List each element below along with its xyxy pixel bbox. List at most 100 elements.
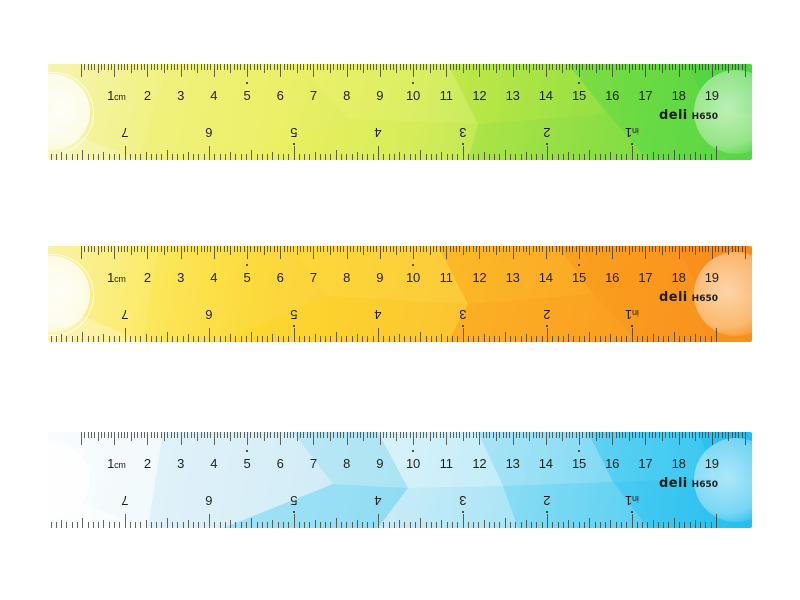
- inch-tick: [657, 154, 659, 160]
- cm-tick: [738, 64, 740, 70]
- cm-tick: [300, 246, 302, 252]
- cm-tick: [579, 432, 580, 445]
- inch-tick: [541, 154, 543, 160]
- inch-tick: [177, 522, 179, 528]
- inch-tick: [314, 520, 316, 528]
- cm-tick: [280, 246, 282, 259]
- cm-tick: [456, 432, 458, 438]
- cm-tick: [608, 432, 610, 438]
- inch-tick: [430, 522, 432, 528]
- cm-tick: [509, 246, 511, 252]
- cm-tick: [346, 246, 348, 259]
- ruler-yellow-green[interactable]: 1cm 2 3 4 5 6 7 8 9 10 11 12 13 14 15 16 17 18 19 7 6 5 4 3 2 in…: [48, 64, 752, 160]
- inch-tick: [589, 332, 591, 342]
- cm-tick: [293, 246, 295, 252]
- cm-tick: [237, 246, 239, 252]
- inch-tick: [87, 154, 89, 160]
- cm-tick: [273, 246, 275, 252]
- cm-tick: [316, 64, 318, 70]
- inch-tick: [446, 154, 448, 160]
- inch-tick: [626, 336, 628, 342]
- brand-logo: deli H650: [659, 108, 718, 123]
- cm-tick: [266, 246, 268, 252]
- cm-tick: [635, 432, 637, 438]
- brand-model: H650: [691, 480, 718, 490]
- cm-tick: [100, 432, 102, 438]
- cm-tick: [525, 64, 527, 70]
- inch-tick: [235, 154, 237, 160]
- cm-tick: [313, 432, 315, 445]
- cm-tick: [685, 432, 687, 438]
- inch-major-dot: [630, 511, 633, 513]
- cm-major-dot: [246, 450, 248, 452]
- cm-tick: [701, 432, 703, 438]
- inch-tick: [156, 336, 158, 342]
- inch-tick: [520, 522, 522, 528]
- cm-tick: [728, 246, 730, 255]
- inch-tick: [309, 336, 311, 342]
- cm-tick: [509, 432, 511, 438]
- cm-tick: [379, 64, 381, 77]
- inch-tick: [700, 522, 702, 528]
- inch-label: 7: [120, 125, 129, 140]
- inch-tick: [282, 154, 284, 160]
- cm-label: 9: [376, 270, 384, 285]
- cm-tick: [303, 64, 305, 70]
- inch-tick: [245, 336, 247, 342]
- cm-tick: [628, 246, 630, 255]
- inch-tick: [267, 336, 269, 342]
- cm-major-dot: [246, 82, 248, 84]
- cm-tick: [459, 64, 461, 70]
- cm-tick: [203, 432, 205, 438]
- cm-label: 6: [276, 88, 284, 103]
- inch-tick: [547, 328, 548, 342]
- inch-tick: [251, 150, 253, 160]
- inch-tick: [647, 522, 649, 528]
- inch-tick: [87, 336, 89, 342]
- ruler-white-blue[interactable]: 1cm 2 3 4 5 6 7 8 9 10 11 12 13 14 15 16 17 18 19 7 6 5 4 3 2 in…: [48, 432, 752, 528]
- cm-tick: [499, 432, 501, 438]
- inch-tick: [251, 518, 253, 528]
- cm-tick: [256, 246, 258, 252]
- cm-tick: [396, 64, 398, 73]
- cm-tick: [247, 432, 248, 445]
- cm-tick: [476, 246, 478, 252]
- inch-tick: [573, 154, 575, 160]
- cm-tick: [718, 64, 720, 70]
- inch-tick: [467, 522, 469, 528]
- cm-tick: [150, 432, 152, 438]
- inch-tick: [430, 154, 432, 160]
- cm-tick: [608, 64, 610, 70]
- ruler-yellow-orange[interactable]: 1cm 2 3 4 5 6 7 8 9 10 11 12 13 14 15 16 17 18 19 7 6 5 4 3 2 in…: [48, 246, 752, 342]
- inch-tick: [187, 520, 189, 528]
- inch-tick: [362, 522, 364, 528]
- cm-tick: [94, 64, 96, 70]
- cm-tick: [110, 64, 112, 70]
- inch-label: 6: [205, 125, 213, 140]
- cm-tick: [144, 432, 146, 438]
- inch-tick: [615, 336, 617, 342]
- cm-tick: [721, 64, 723, 70]
- cm-tick: [363, 432, 365, 441]
- cm-tick: [608, 246, 610, 252]
- cm-tick: [223, 64, 225, 70]
- cm-tick: [330, 432, 331, 441]
- cm-tick: [313, 64, 315, 77]
- inch-tick: [615, 522, 617, 528]
- inch-scale: 7 6 5 4 3 2 in1: [48, 480, 752, 528]
- cm-tick: [403, 64, 405, 70]
- cm-major-dot: [246, 264, 248, 266]
- cm-tick: [572, 432, 574, 438]
- inch-tick: [98, 154, 100, 160]
- inch-tick: [441, 520, 443, 528]
- cm-tick: [519, 64, 521, 70]
- cm-tick: [615, 246, 617, 252]
- inch-tick: [272, 334, 274, 342]
- inch-tick: [309, 154, 311, 160]
- cm-major-dot: [412, 82, 414, 84]
- inch-label: 4: [374, 307, 382, 322]
- cm-tick: [137, 64, 139, 70]
- cm-tick: [110, 246, 112, 252]
- inch-tick: [547, 514, 548, 528]
- cm-tick: [446, 432, 448, 445]
